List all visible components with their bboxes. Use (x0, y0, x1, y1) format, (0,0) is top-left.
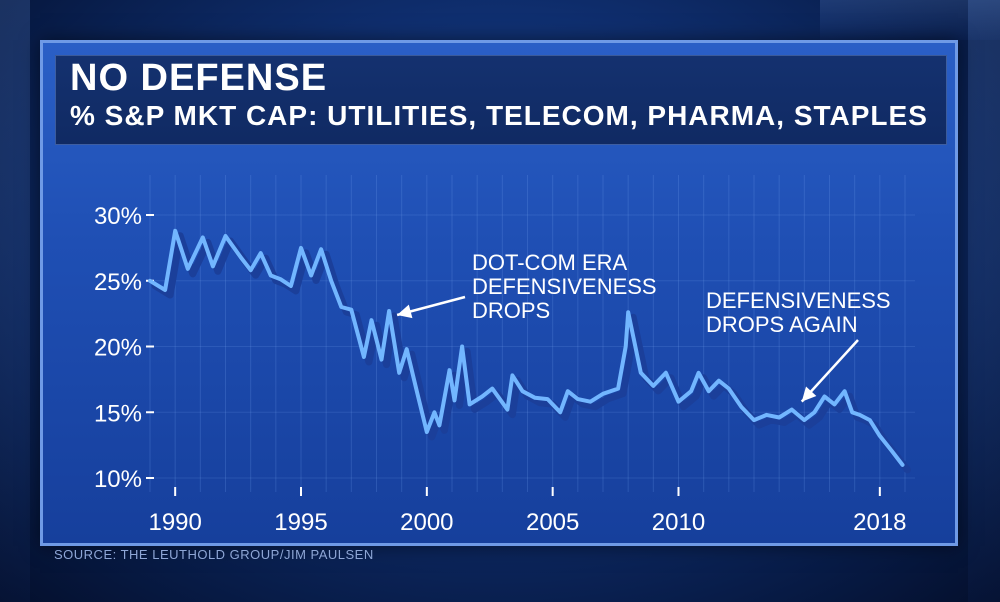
annotation-dotcom-line-2: DEFENSIVENESS (472, 274, 657, 299)
series-layer (148, 228, 911, 474)
source-note: SOURCE: THE LEUTHOLD GROUP/JIM PAULSEN (54, 547, 374, 562)
chart-subtitle: % S&P MKT CAP: UTILITIES, TELECOM, PHARM… (70, 100, 928, 131)
x-tick-label: 1990 (148, 509, 201, 536)
grid (149, 175, 915, 492)
annotation-again-arrow-head (801, 386, 817, 402)
y-tick-label: 15% (94, 400, 142, 427)
annotation-again: DEFENSIVENESS DROPS AGAIN (706, 288, 897, 337)
annotations: DOT-COM ERA DEFENSIVENESS DROPS DEFENSIV… (396, 250, 897, 403)
axes: 30% 25% 20% 15% 10%1990 1995 2000 2005 2010 2018 (94, 203, 907, 536)
annotation-dotcom-line-3: DROPS (472, 298, 550, 323)
y-tick-label: 20% (94, 335, 142, 362)
annotation-dotcom-line-1: DOT-COM ERA (472, 250, 628, 275)
annotation-dotcom: DOT-COM ERA DEFENSIVENESS DROPS (472, 250, 663, 323)
annotation-dotcom-arrow-head (397, 304, 413, 319)
series-line (148, 228, 905, 467)
y-tick-label: 10% (94, 466, 142, 493)
x-tick-label: 2000 (400, 509, 453, 536)
x-tick-label: 1995 (274, 509, 327, 536)
title-bar (55, 55, 947, 145)
annotation-again-line-2: DROPS AGAIN (706, 312, 858, 337)
annotation-again-line-1: DEFENSIVENESS (706, 288, 891, 313)
x-tick-label: 2005 (526, 509, 579, 536)
y-tick-label: 25% (94, 269, 142, 296)
chart-title: NO DEFENSE (70, 57, 328, 99)
x-tick-label: 2010 (652, 509, 705, 536)
x-tick-label: 2018 (853, 509, 906, 536)
y-tick-label: 30% (94, 203, 142, 230)
